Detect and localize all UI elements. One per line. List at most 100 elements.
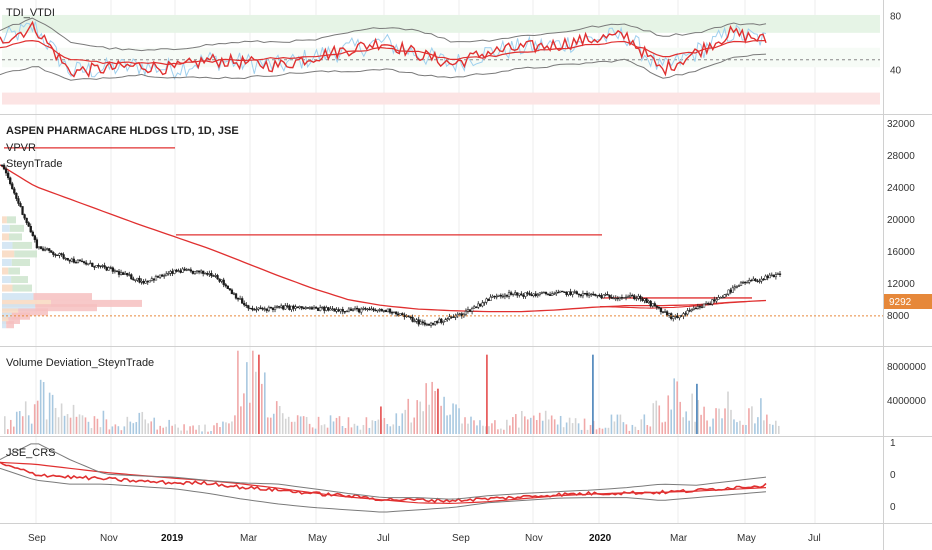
candle-body: [62, 254, 65, 259]
candle-body: [121, 272, 125, 275]
volume-bar: [413, 417, 416, 434]
candle-body: [56, 254, 59, 257]
price-y-tick: 16000: [887, 247, 915, 258]
vpvr-bar: [2, 241, 13, 249]
candle-body: [460, 313, 463, 317]
candle-body: [653, 303, 656, 307]
candle-body: [711, 299, 714, 305]
candle-body: [41, 248, 45, 251]
volume-bar: [359, 429, 362, 434]
volume-bar: [559, 415, 562, 434]
candle-body: [756, 280, 759, 282]
volume-bar: [198, 425, 200, 434]
candle-body: [399, 313, 402, 316]
candle-body: [132, 278, 135, 281]
volume-pane-title: Volume Deviation_SteynTrade: [6, 357, 154, 369]
candle-body: [657, 306, 661, 309]
candle-body: [138, 277, 141, 283]
candle-body: [29, 225, 32, 233]
candle-body: [308, 307, 312, 309]
candle-body: [776, 273, 780, 275]
candle-body: [766, 275, 769, 279]
candle-body: [331, 308, 334, 310]
candle-body: [516, 292, 519, 296]
volume-bar: [210, 431, 212, 434]
volume-bar: [485, 426, 487, 434]
candle-body: [481, 302, 484, 307]
candle-body: [339, 309, 342, 312]
volume-bar: [634, 426, 637, 434]
candle-body: [559, 290, 562, 293]
candle-body: [655, 306, 658, 308]
volume-bar: [177, 427, 179, 434]
candle-body: [489, 296, 492, 301]
candle-body: [64, 257, 67, 260]
candle-body: [366, 308, 369, 311]
candle-body: [668, 313, 671, 316]
volume-bar: [213, 425, 215, 434]
candle-body: [727, 289, 730, 295]
candle-body: [109, 267, 112, 269]
candle-body: [353, 307, 357, 311]
candle-body: [569, 291, 572, 295]
volume-bar: [18, 411, 21, 434]
candle-body: [113, 270, 117, 272]
tdi-lower-band-line: [0, 53, 767, 81]
tdi-y-tick: 80: [890, 12, 902, 23]
volume-bar: [365, 417, 368, 434]
candle-body: [21, 206, 24, 215]
volume-bar: [574, 418, 577, 434]
candle-body: [739, 282, 743, 286]
candle-body: [158, 274, 162, 278]
candle-body: [746, 282, 749, 284]
candle-body: [548, 294, 552, 296]
vpvr-bar: [2, 293, 34, 301]
volume-bar: [658, 405, 661, 434]
volume-bar: [135, 422, 138, 434]
candle-body: [616, 297, 619, 300]
candle-body: [280, 305, 283, 308]
volume-bar: [491, 423, 493, 434]
candle-body: [384, 310, 388, 313]
volume-bar: [51, 394, 54, 434]
volume-bar: [6, 429, 9, 434]
volume-bar: [39, 379, 42, 434]
volume-bar: [305, 417, 308, 434]
volume-bar: [377, 419, 380, 434]
volume-bar: [69, 417, 72, 434]
candle-body: [126, 273, 129, 276]
candle-body: [715, 299, 718, 302]
vpvr-bar: [11, 258, 31, 266]
candle-body: [52, 252, 55, 255]
candle-body: [427, 323, 431, 326]
candle-body: [97, 265, 100, 267]
candle-body: [191, 270, 195, 274]
volume-bar: [446, 415, 448, 434]
candle-body: [124, 273, 127, 275]
volume-bar: [547, 419, 550, 434]
candle-body: [329, 308, 332, 311]
price-y-tick: 28000: [887, 151, 915, 162]
x-tick-label: Sep: [452, 533, 470, 544]
volume-spike-bar: [258, 354, 260, 434]
volume-bar: [350, 427, 353, 434]
vpvr-bar: [8, 316, 20, 324]
candle-body: [729, 289, 732, 293]
candle-body: [575, 291, 578, 295]
price-pane-title: ASPEN PHARMACARE HLDGS LTD, 1D, JSE: [6, 125, 239, 137]
candle-body: [119, 272, 123, 275]
volume-bar: [568, 417, 571, 434]
volume-bar: [512, 417, 514, 434]
candle-body: [452, 316, 455, 318]
volume-bar: [302, 416, 305, 434]
candle-body: [532, 293, 535, 297]
volume-bar: [772, 424, 774, 434]
candle-body: [741, 281, 745, 284]
volume-bar: [4, 416, 6, 434]
candle-body: [542, 291, 546, 294]
volume-bar: [389, 426, 392, 434]
candle-body: [752, 278, 755, 281]
vpvr-bar: [2, 276, 12, 284]
candle-body: [577, 293, 580, 295]
volume-bar: [410, 422, 413, 434]
